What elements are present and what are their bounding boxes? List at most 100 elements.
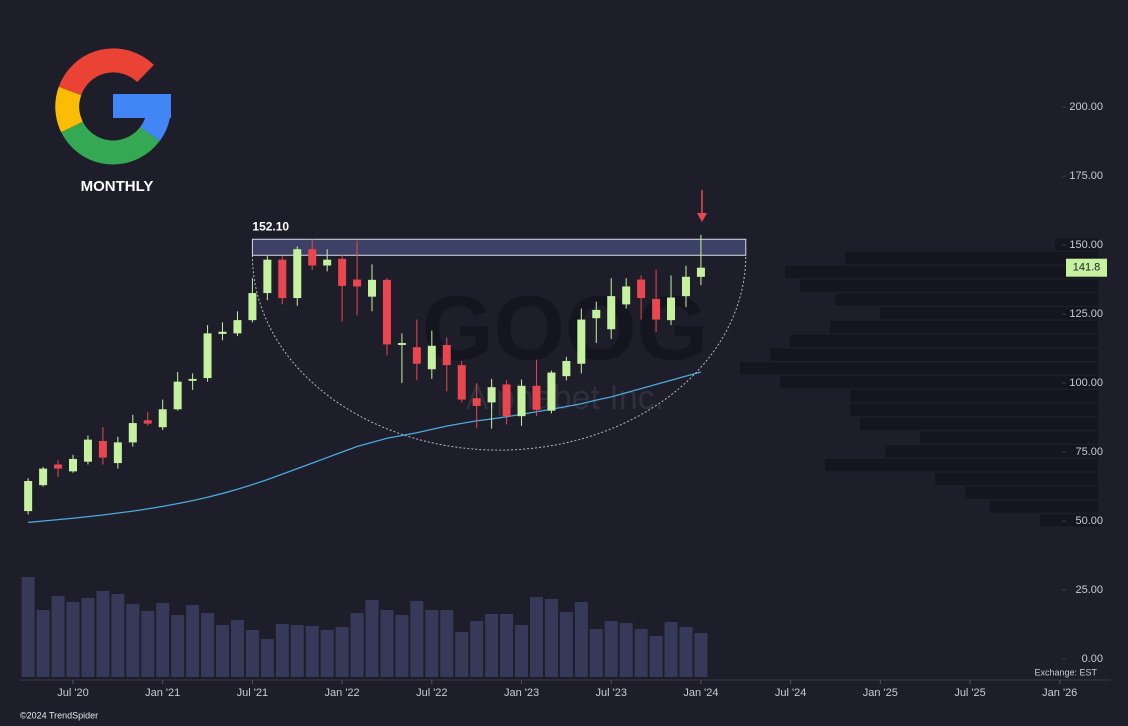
y-tick-label: 50.00 <box>1075 515 1103 527</box>
last-price-label: 141.8 <box>1073 262 1101 274</box>
candle-body <box>442 344 451 366</box>
volume-bar <box>410 601 424 677</box>
candle-body <box>637 279 646 299</box>
candle-body <box>517 385 526 417</box>
profile-bar <box>885 445 1098 458</box>
volume-bar <box>66 602 80 677</box>
candle-body <box>562 360 571 377</box>
profile-bar <box>965 486 1098 499</box>
y-tick-label: 100.00 <box>1069 377 1103 389</box>
profile-bar <box>785 265 1098 279</box>
profile-bar <box>850 389 1098 403</box>
volume-bar <box>559 612 573 677</box>
y-tick-label: 0.00 <box>1082 653 1103 665</box>
candle-body <box>622 286 631 305</box>
logo-bar <box>113 94 171 118</box>
y-tick-label: 125.00 <box>1069 308 1103 320</box>
copyright: ©2024 TrendSpider <box>20 710 98 720</box>
volume-bar <box>305 626 319 677</box>
candle-body <box>457 365 466 400</box>
volume-bar <box>470 621 484 677</box>
volume-bar <box>350 613 364 677</box>
x-tick-label: Jul '23 <box>596 687 627 699</box>
profile-bar <box>780 376 1098 389</box>
candle-body <box>308 249 317 266</box>
volume-bar <box>96 591 110 677</box>
volume-bar <box>649 636 663 677</box>
candle-body <box>323 259 332 266</box>
candle-body <box>293 249 302 299</box>
volume-bar <box>589 629 603 677</box>
candle-body <box>427 345 436 370</box>
candle-body <box>98 441 107 458</box>
exchange: Exchange: EST <box>1034 667 1097 677</box>
volume-bar <box>574 602 588 677</box>
candle-body <box>69 458 78 472</box>
volume-bar <box>395 615 409 677</box>
profile-bar <box>740 362 1098 375</box>
volume-bar <box>126 604 140 677</box>
volume-bar <box>455 632 469 677</box>
last-price-box <box>1066 258 1107 277</box>
watermark-company: Alphabet Inc. <box>466 379 664 417</box>
y-tick-label: 175.00 <box>1069 170 1103 182</box>
volume-bar <box>21 577 35 677</box>
y-tick-label: 150.00 <box>1069 239 1103 251</box>
volume-bar <box>81 598 95 677</box>
x-tick-label: Jul '21 <box>237 687 268 699</box>
candle-body <box>532 385 541 410</box>
candle-body <box>263 259 272 294</box>
candle-body <box>397 343 406 345</box>
logo-red <box>58 48 154 96</box>
profile-bar <box>880 307 1098 320</box>
volume-bar <box>275 624 289 677</box>
candle-body <box>592 309 601 319</box>
candle-body <box>652 298 661 320</box>
candle-body <box>248 293 257 321</box>
profile-bar <box>990 500 1098 513</box>
candle-body <box>681 276 690 297</box>
volume-bar <box>156 603 170 677</box>
candle-body <box>368 279 377 297</box>
candle-body <box>382 279 391 345</box>
x-tick-label: Jan '22 <box>325 687 360 699</box>
volume-bar <box>141 611 155 677</box>
candle-body <box>278 259 287 299</box>
candle-body <box>472 398 481 406</box>
profile-bar <box>860 417 1098 430</box>
x-tick-label: Jan '25 <box>863 687 898 699</box>
volume-bar <box>544 599 558 677</box>
logo-green <box>61 121 160 165</box>
volume-bar <box>260 639 274 677</box>
volume-bar <box>111 594 125 677</box>
volume-bar <box>515 625 529 677</box>
profile-bar <box>830 320 1098 334</box>
candle-body <box>39 468 48 486</box>
candle-body <box>218 331 227 334</box>
volume-bar <box>679 627 693 677</box>
profile-bar <box>835 293 1098 306</box>
volume-bar <box>604 621 618 677</box>
profile-bar <box>1040 514 1098 527</box>
volume-bar <box>619 623 633 677</box>
x-tick-label: Jul '24 <box>775 687 806 699</box>
candle-body <box>338 258 347 286</box>
volume-bar <box>290 625 304 677</box>
profile-bar <box>850 403 1098 417</box>
x-tick-label: Jan '26 <box>1042 687 1077 699</box>
candle-body <box>412 347 421 364</box>
candle-body <box>113 442 122 464</box>
moving-average <box>28 371 702 524</box>
resistance-label: 152.10 <box>252 219 289 233</box>
x-tick-label: Jul '22 <box>416 687 447 699</box>
candle-body <box>128 423 137 443</box>
profile-bar <box>1055 238 1098 251</box>
candle-body <box>577 319 586 364</box>
volume-bar <box>500 614 514 677</box>
candle-body <box>83 439 92 462</box>
candle-body <box>233 320 242 334</box>
volume-bar <box>335 627 349 677</box>
candle-body <box>158 409 167 428</box>
profile-bar <box>825 458 1098 472</box>
